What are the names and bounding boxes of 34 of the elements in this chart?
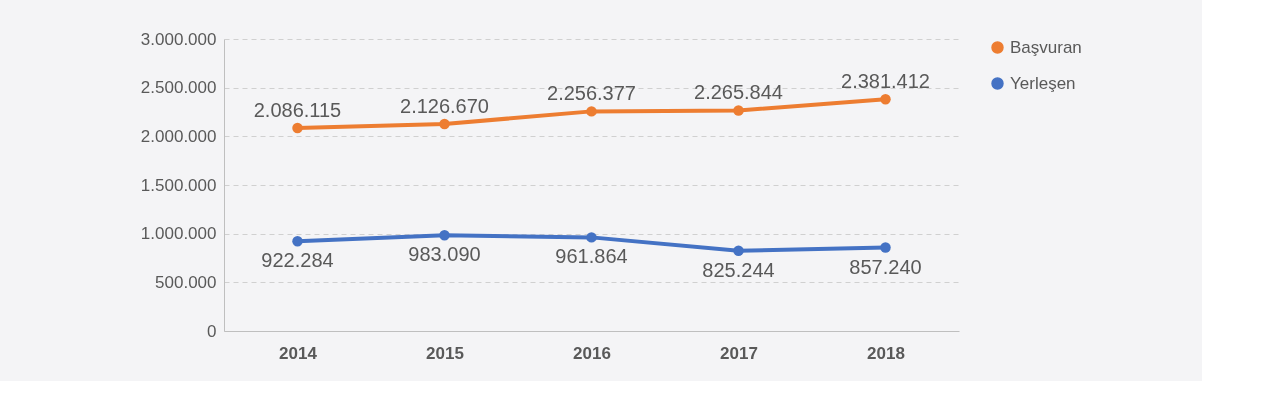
y-tick-label: 0 — [207, 321, 217, 341]
point — [880, 93, 891, 105]
point — [439, 230, 450, 241]
y-tick-label: 3.000.000 — [140, 29, 217, 49]
data-label: 857.240 — [849, 255, 922, 278]
data-label: 825.244 — [702, 258, 775, 281]
data-label: 2.126.670 — [400, 95, 489, 117]
data-label: 961.864 — [555, 245, 628, 268]
data-label: 983.090 — [408, 243, 481, 266]
x-tick-label: 2014 — [279, 343, 318, 363]
x-tick-label: 2017 — [720, 343, 758, 363]
y-tick-label: 2.000.000 — [140, 126, 217, 146]
x-tick-label: 2015 — [426, 343, 464, 363]
point — [292, 236, 303, 247]
data-label: 2.381.412 — [841, 70, 930, 93]
y-tick-label: 500.000 — [155, 272, 217, 292]
point — [733, 245, 744, 256]
legend-label: Yerleşen — [1010, 73, 1076, 93]
point — [292, 122, 303, 134]
y-tick-label: 1.500.000 — [140, 175, 217, 195]
point — [586, 106, 597, 117]
y-tick-label: 1.000.000 — [140, 224, 217, 244]
x-tick-label: 2018 — [867, 343, 905, 363]
data-label: 2.265.844 — [694, 81, 783, 104]
point — [439, 118, 450, 130]
legend-label: Başvuran — [1010, 37, 1082, 57]
point — [733, 105, 744, 116]
data-label: 2.086.115 — [253, 98, 342, 121]
data-label: 2.256.377 — [547, 82, 636, 105]
x-tick-label: 2016 — [573, 343, 611, 363]
y-tick-label: 2.500.000 — [140, 78, 217, 98]
point — [880, 242, 891, 253]
point — [586, 232, 597, 243]
data-label: 922.284 — [261, 249, 334, 272]
